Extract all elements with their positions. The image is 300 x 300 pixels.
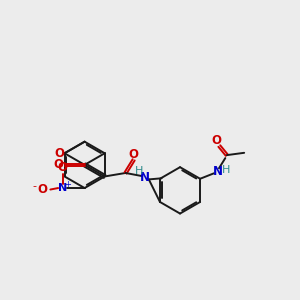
Text: N: N bbox=[140, 171, 150, 184]
Text: O: O bbox=[53, 158, 63, 171]
Text: H: H bbox=[134, 166, 143, 176]
Text: O: O bbox=[129, 148, 139, 161]
Text: H: H bbox=[222, 165, 230, 175]
Text: N: N bbox=[58, 183, 67, 193]
Text: N: N bbox=[212, 165, 223, 178]
Text: O: O bbox=[58, 161, 68, 174]
Text: -: - bbox=[33, 182, 37, 192]
Text: O: O bbox=[37, 183, 47, 196]
Text: O: O bbox=[54, 147, 64, 160]
Text: +: + bbox=[64, 180, 71, 189]
Text: O: O bbox=[211, 134, 221, 147]
